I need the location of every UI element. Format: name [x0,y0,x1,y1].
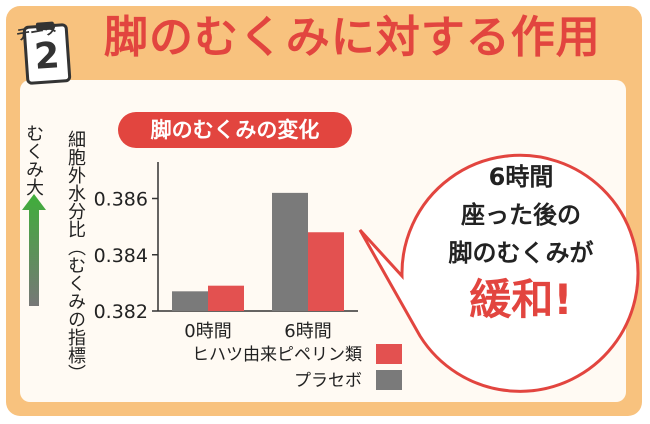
clipboard-icon [22,21,72,85]
arrow-label: むくみ大 [23,124,44,196]
up-arrow-icon [22,194,46,306]
bar-placebo-1 [272,192,308,311]
bar-piperine-0 [208,285,244,311]
page-title: 脚のむくみに対する作用 [104,12,601,63]
x-tick-label: 0時間 [184,321,231,342]
legend-swatch [376,344,402,364]
y-tick-label: 0.386 [94,189,148,211]
y-tick-label: 0.382 [94,301,148,323]
bar-piperine-1 [308,232,344,311]
callout-text: 6時間 座った後の 脚のむくみが 緩和! [402,158,640,328]
y-tick-label: 0.384 [94,245,148,267]
callout-line-3: 脚のむくみが [448,239,594,267]
legend-swatch [376,370,402,390]
legend-label: ヒハツ由来ピペリン類 [192,345,362,365]
bar-placebo-0 [172,291,208,311]
x-tick-label: 6時間 [284,321,331,342]
legend-item-placebo: プラセボ [172,370,402,392]
callout-emphasis: 緩和! [469,275,573,324]
legend-label: プラセボ [294,371,362,391]
callout-line-2: 座った後の [461,201,581,229]
chart-title: 脚のむくみの変化 [118,112,352,148]
callout-line-1: 6時間 [488,163,554,191]
y-axis-label: 細胞外水分比（むくみの指標） [65,130,86,382]
callout-bubble [358,153,640,393]
legend-item-piperine: ヒハツ由来ピペリン類 [172,344,402,366]
